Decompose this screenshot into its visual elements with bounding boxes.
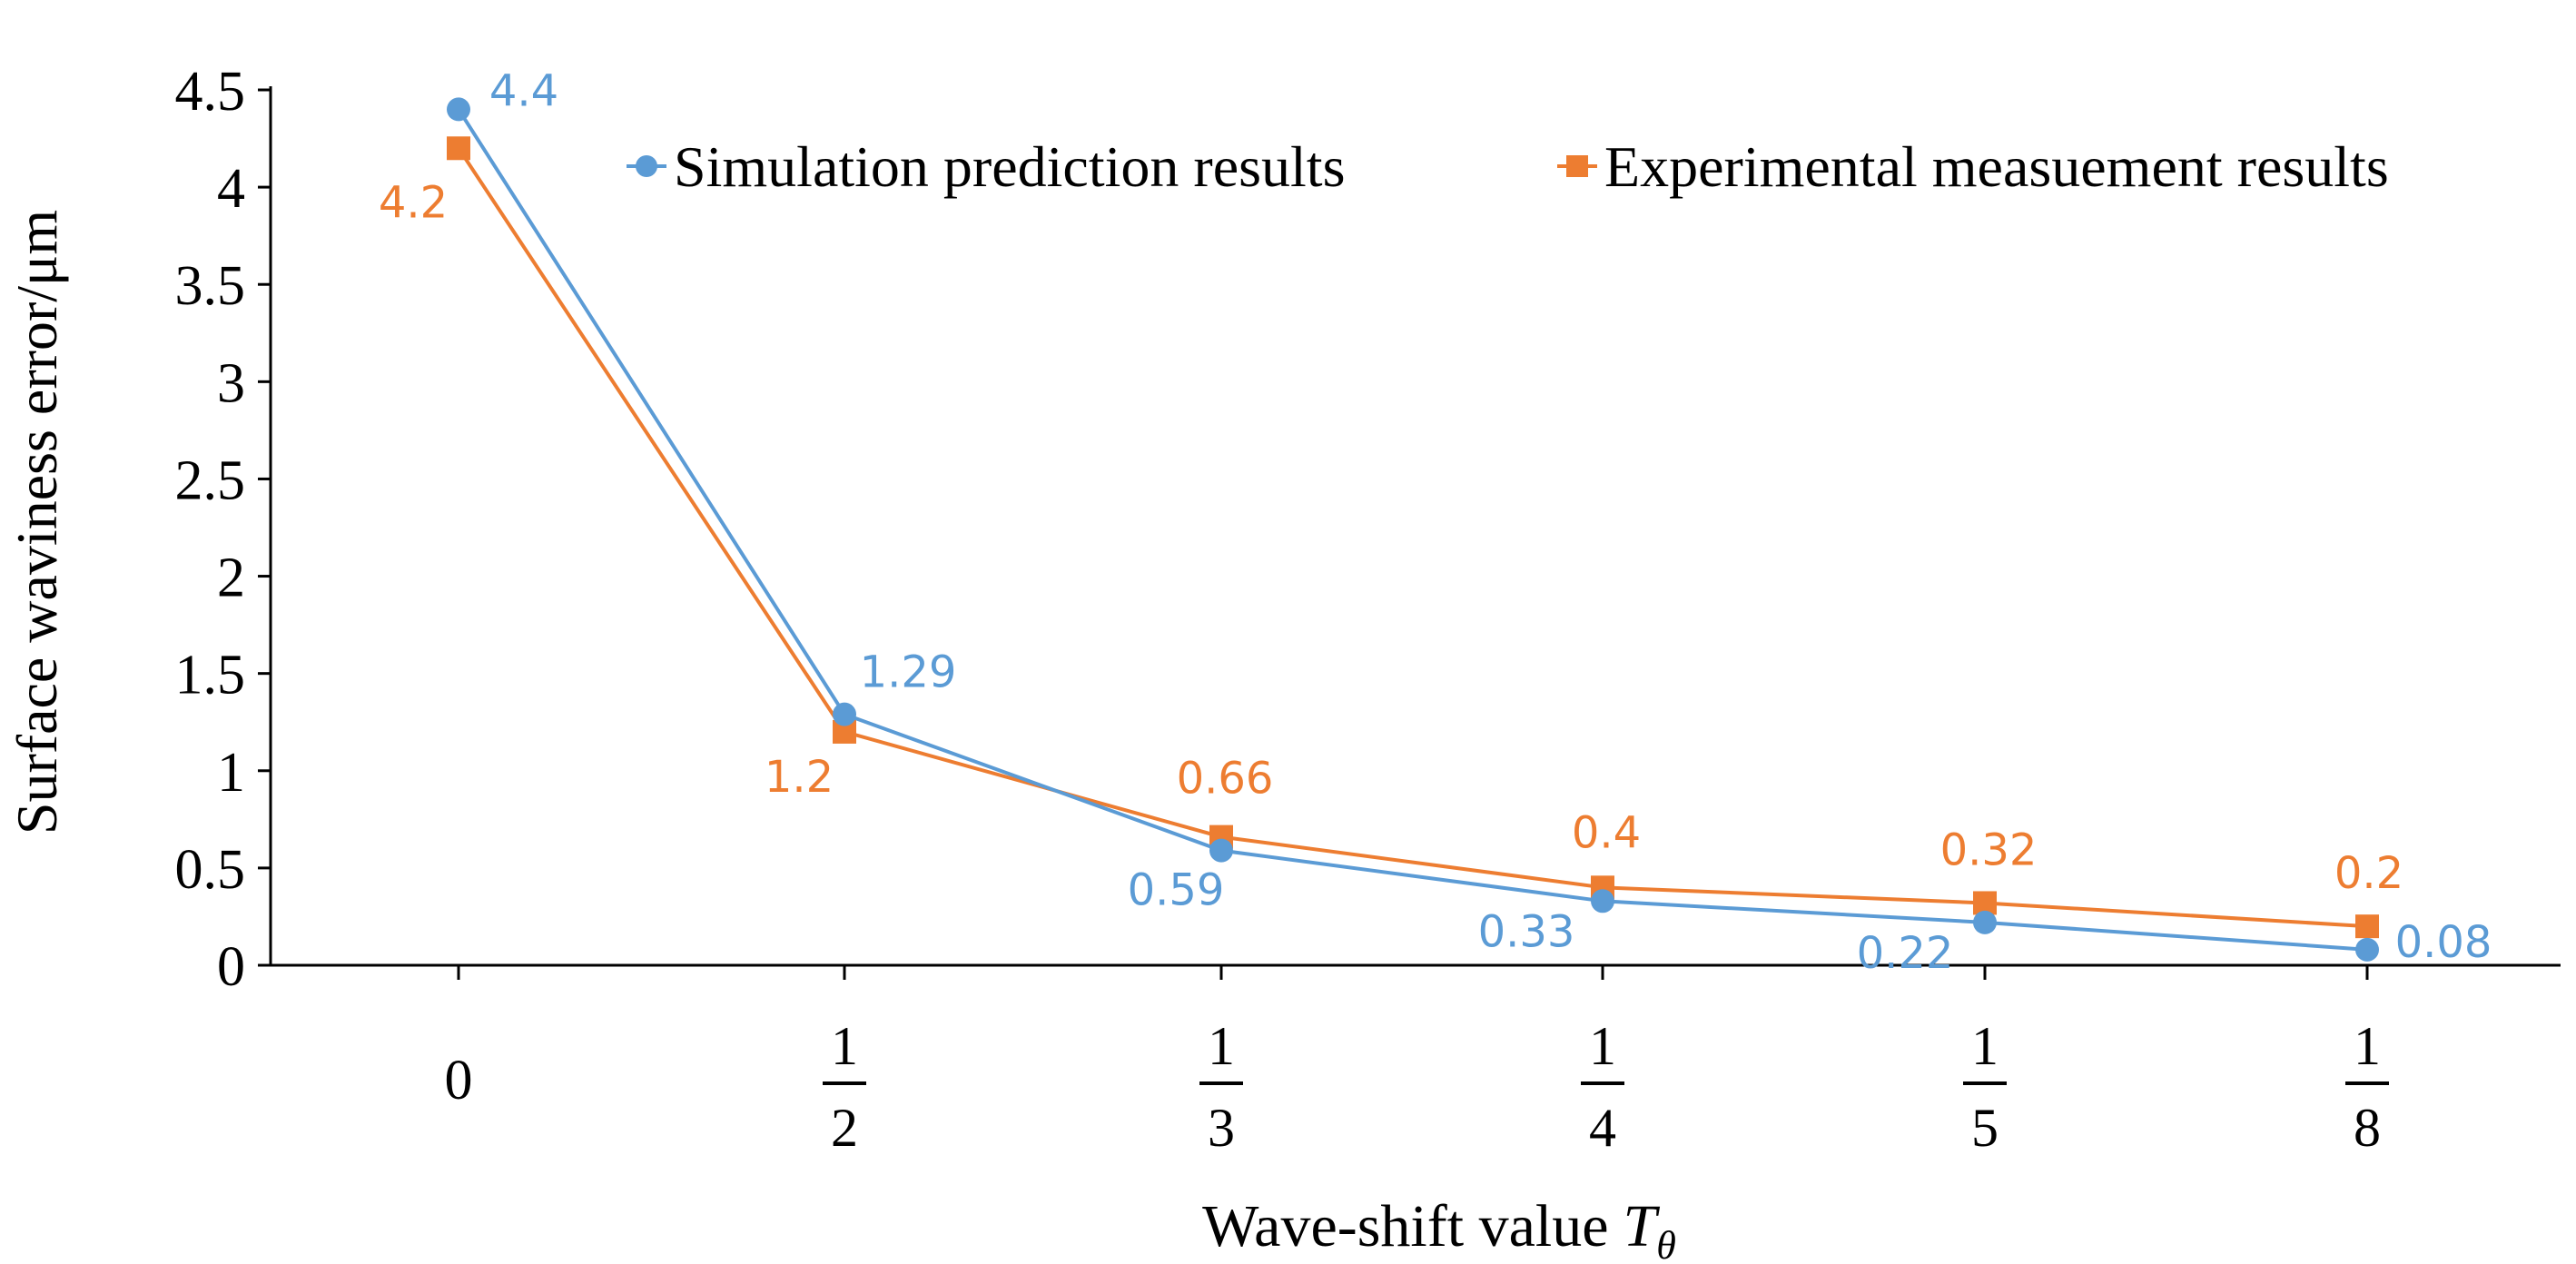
y-tick-label: 2 <box>217 548 245 609</box>
data-point-circle <box>1973 910 1997 934</box>
data-label: 4.4 <box>489 65 558 116</box>
y-tick-label: 3.5 <box>175 255 246 317</box>
x-tick-label-numerator: 1 <box>1589 1016 1616 1076</box>
data-point-circle <box>1209 838 1233 863</box>
data-label: 0.22 <box>1857 928 1954 979</box>
legend-label: Simulation prediction results <box>674 134 1345 199</box>
series-line <box>457 108 2368 952</box>
x-tick-label-numerator: 1 <box>1971 1016 1999 1076</box>
y-axis-title: Surface waviness error/μm <box>5 210 69 834</box>
data-label: 0.66 <box>1177 754 1274 805</box>
x-tick-label-denominator: 5 <box>1971 1098 1999 1158</box>
data-point-circle <box>447 97 470 122</box>
x-axis-title-subscript: θ <box>1656 1223 1676 1264</box>
series-layer <box>447 97 2379 962</box>
axes-layer: 0 0.5 1 1.5 2 2.5 3 3.5 4 4.5 0 1 2 1 3 1 4 1 5 1 8 <box>175 61 2561 1158</box>
data-label: 0.59 <box>1128 865 1225 916</box>
x-tick-label-denominator: 8 <box>2354 1098 2381 1158</box>
data-labels-layer: 4.4 1.29 0.59 0.33 0.22 0.08 4.2 1.2 0.66 0.4 0.32… <box>379 65 2492 978</box>
y-tick-label: 3 <box>217 352 245 414</box>
data-label: 0.32 <box>1940 825 2038 875</box>
data-label: 0.2 <box>2334 848 2403 899</box>
legend-swatch-circle <box>636 155 657 177</box>
y-tick-label: 1.5 <box>175 645 246 706</box>
x-tick-label-denominator: 3 <box>1208 1098 1235 1158</box>
data-label: 0.08 <box>2395 917 2492 968</box>
y-tick-label: 4.5 <box>175 61 246 123</box>
legend-swatch-square <box>1566 155 1588 177</box>
data-point-square <box>447 136 470 161</box>
x-axis-title-symbol: T <box>1624 1193 1661 1259</box>
data-point-circle <box>2355 937 2379 962</box>
x-tick-label-denominator: 4 <box>1589 1098 1616 1158</box>
data-label: 4.2 <box>379 177 448 228</box>
x-tick-label-numerator: 1 <box>2354 1016 2381 1076</box>
data-point-square <box>2355 914 2379 939</box>
y-tick-label: 4 <box>217 158 245 220</box>
x-axis-title: Wave-shift value Tθ <box>1202 1193 1676 1264</box>
data-label: 1.2 <box>765 752 834 803</box>
legend-label: Experimental measuement results <box>1604 134 2389 199</box>
y-tick-label: 0 <box>217 936 245 998</box>
data-label: 1.29 <box>860 647 957 698</box>
y-tick-label: 2.5 <box>175 449 246 511</box>
data-label: 0.33 <box>1478 906 1575 957</box>
x-tick-label: 0 <box>445 1050 473 1111</box>
data-point-circle <box>833 702 856 726</box>
x-axis-title-text: Wave-shift value <box>1202 1193 1608 1259</box>
data-point-circle <box>1591 889 1614 913</box>
y-tick-label: 1 <box>217 742 245 804</box>
y-tick-label: 0.5 <box>175 839 246 901</box>
x-tick-label-numerator: 1 <box>831 1016 858 1076</box>
x-tick-label-numerator: 1 <box>1208 1016 1235 1076</box>
series-line <box>457 147 2368 929</box>
legend: Simulation prediction results Experimenta… <box>627 134 2389 199</box>
data-label: 0.4 <box>1572 807 1641 858</box>
x-tick-label-denominator: 2 <box>831 1098 858 1158</box>
